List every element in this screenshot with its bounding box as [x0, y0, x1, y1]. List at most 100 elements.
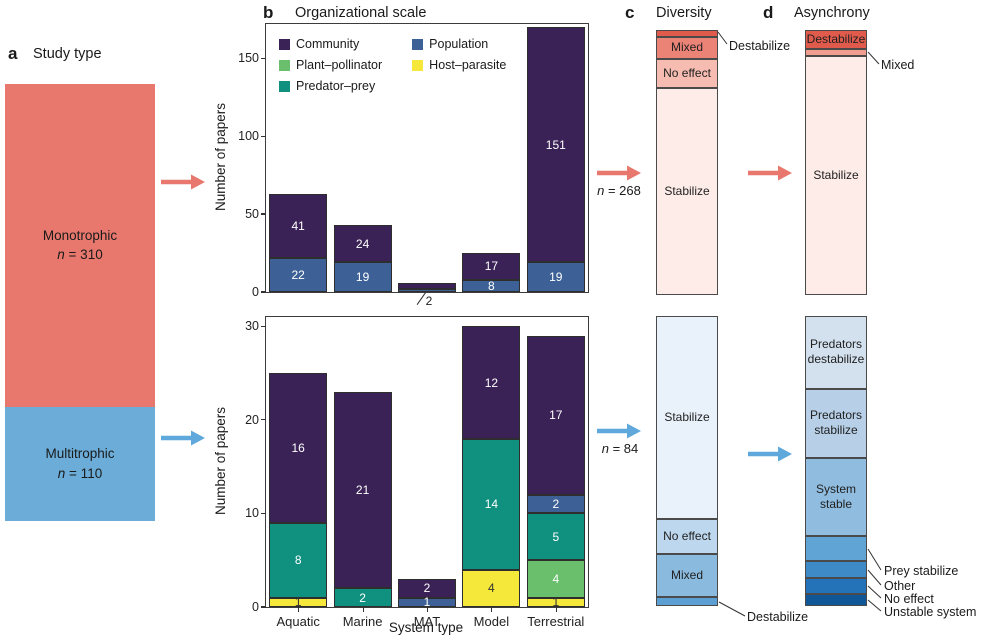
segment-other: [805, 561, 867, 579]
leader-line: [867, 51, 880, 65]
arrow-right-icon: [161, 174, 205, 190]
bar-value-label: 17: [484, 259, 499, 274]
bar-segment-community: 12: [462, 326, 521, 439]
bar-value-label: 24: [355, 236, 370, 251]
bar-segment-predator-prey: 14: [462, 438, 521, 570]
y-tick-label: 150: [238, 51, 259, 66]
segment-predators-stabilize: Predators stabilize: [805, 388, 867, 459]
x-tick-label-mat: MAT: [413, 614, 441, 629]
bar-segment-population: [398, 288, 456, 292]
bar-value-label: 14: [484, 497, 499, 512]
axis-break-value: 2: [425, 294, 433, 308]
bar-segment-community: [398, 282, 456, 289]
bar-segment-population: 19: [333, 262, 392, 292]
segment-destabilize: [656, 597, 718, 606]
y-axis-label-bottom: Number of papers: [213, 406, 228, 516]
y-tick-mark: [261, 291, 266, 293]
segment-mixed: Mixed: [656, 36, 718, 60]
bar-chart-multitrophic: 0 10 20 30 1 8 16 Aquatic 2 21 Marine 1 2 MAT 4 14 12 Mod…: [245, 316, 589, 629]
x-tick-mark: [298, 607, 300, 612]
bar-segment-community: 41: [269, 193, 328, 258]
bar-value-label: 2: [552, 497, 560, 512]
leader-line: [718, 601, 746, 617]
panel-d-title: Asynchrony: [794, 5, 870, 21]
arrow-monotrophic-c-to-d: [747, 165, 793, 181]
y-tick-label: 0: [252, 600, 259, 614]
y-tick-label: 100: [238, 129, 259, 144]
n-value: = 268: [604, 183, 641, 198]
bar-value-label: 22: [291, 267, 305, 282]
x-tick-label-marine: Marine: [342, 614, 383, 629]
bar-value-label: 151: [545, 137, 566, 152]
bar-value-label: 19: [549, 270, 563, 285]
bar-segment-community: 2: [398, 578, 456, 598]
y-tick-mark: [261, 325, 266, 327]
study-segment-n: n = 310: [57, 247, 103, 263]
x-axis-label: System type: [388, 620, 464, 635]
legend-item-plant-pollinator: Plant–pollinator: [279, 58, 382, 72]
y-tick-label: 30: [245, 319, 259, 334]
legend-item-host-parasite: Host–parasite: [412, 58, 506, 72]
bar-segment-host-parasite: 1: [269, 596, 328, 608]
bar-segment-plant-pollinator: 4: [526, 560, 585, 598]
bar-value-label: 12: [484, 375, 499, 390]
n-label-monotrophic: n = 268: [592, 183, 646, 198]
segment-destabilize: [656, 30, 718, 37]
bar-mat: [398, 282, 456, 292]
study-segment-multitrophic: Multitrophic n = 110: [5, 406, 155, 521]
x-tick-label-model: Model: [473, 614, 510, 629]
arrow-multitrophic-b-to-c: [596, 423, 642, 439]
study-type-stacked-bar: Monotrophic n = 310 Multitrophic n = 110: [5, 84, 155, 521]
segment-system-stable: System stable: [805, 458, 867, 537]
diversity-monotrophic-column: Mixed No effect Stabilize: [656, 30, 718, 295]
bar-segment-community: 151: [526, 27, 585, 263]
bar-value-label: 17: [549, 408, 563, 423]
bar-aquatic: 1 8 16: [269, 373, 328, 608]
arrow-multitrophic-c-to-d: [747, 446, 793, 462]
annotation-unstable-system: Unstable system: [884, 605, 977, 619]
bar-terrestrial: 19 151: [526, 27, 585, 292]
n-symbol: n: [597, 183, 605, 198]
legend-label: Plant–pollinator: [296, 58, 383, 72]
annotation-other: Other: [884, 579, 916, 593]
segment-stabilize: Stabilize: [805, 56, 867, 295]
y-tick-mark: [261, 606, 266, 608]
legend-swatch: [412, 59, 424, 71]
y-tick-label: 10: [245, 506, 259, 521]
panel-a-title: Study type: [33, 46, 102, 62]
study-segment-monotrophic: Monotrophic n = 310: [5, 84, 155, 407]
bar-value-label: 1: [423, 595, 431, 610]
segment-no-effect: No effect: [656, 519, 718, 554]
bar-value-label: 5: [552, 529, 560, 544]
bar-model: 4 14 12: [462, 326, 521, 607]
bar-segment-community: 16: [269, 373, 328, 523]
panel-b-letter: b: [263, 3, 274, 22]
segment-no-effect: No effect: [656, 59, 718, 89]
bar-marine: 2 21: [333, 391, 392, 607]
panel-b-title: Organizational scale: [295, 5, 427, 21]
x-tick-mark: [555, 607, 557, 612]
bar-value-label: 21: [355, 483, 370, 498]
x-tick-mark: [491, 607, 493, 612]
bar-segment-community: 17: [462, 253, 521, 280]
bar-value-label: 41: [291, 218, 305, 233]
arrow-multitrophic-a-to-b: [160, 430, 206, 446]
panel-c-title: Diversity: [656, 5, 712, 21]
study-segment-n: n = 110: [57, 465, 103, 481]
panel-d-letter: d: [763, 3, 774, 22]
segment-stabilize: Stabilize: [656, 316, 718, 519]
bar-value-label: 16: [291, 440, 305, 455]
panel-c-letter: c: [625, 3, 635, 22]
x-tick-label-aquatic: Aquatic: [276, 614, 320, 629]
segment-predators-destabilize: Predators destabilize: [805, 316, 867, 389]
legend-item-community: Community: [279, 37, 382, 51]
x-tick-mark: [362, 607, 364, 612]
arrow-monotrophic-b-to-c: [596, 165, 642, 181]
arrow-right-icon: [161, 430, 205, 446]
bar-segment-community: 24: [333, 225, 392, 263]
study-segment-name: Monotrophic: [42, 227, 118, 243]
bar-value-label: 4: [552, 571, 560, 586]
bar-segment-community: 21: [333, 391, 392, 589]
